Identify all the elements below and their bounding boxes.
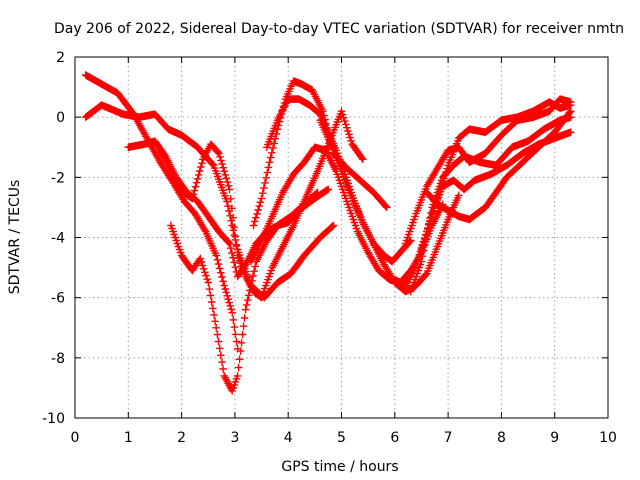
x-tick-label: 9 xyxy=(550,430,559,446)
x-tick-label: 2 xyxy=(177,430,186,446)
tick-labels: 0 1 2 3 4 5 6 7 8 9 10 2 0 -2 -4 -6 -8 -10 xyxy=(42,50,617,446)
series-14 xyxy=(401,95,575,248)
y-tick-label: -6 xyxy=(51,291,65,307)
y-tick-label: -4 xyxy=(51,231,65,247)
plot-frame xyxy=(74,56,609,419)
y-tick-label: -8 xyxy=(51,351,65,367)
series-markers xyxy=(401,95,575,248)
x-tick-label: 7 xyxy=(444,430,453,446)
y-tick-label: -10 xyxy=(42,411,65,427)
x-tick-label: 0 xyxy=(71,430,80,446)
x-tick-label: 4 xyxy=(284,430,293,446)
x-tick-label: 10 xyxy=(599,430,617,446)
y-tick-label: 0 xyxy=(56,110,65,126)
series-5 xyxy=(153,107,367,302)
y-tick-label: 2 xyxy=(56,50,65,66)
series-markers xyxy=(153,107,367,302)
x-axis-label: GPS time / hours xyxy=(281,459,398,475)
chart-title: Day 206 of 2022, Sidereal Day-to-day VTE… xyxy=(54,21,624,37)
y-tick-label: -2 xyxy=(51,170,65,186)
y-axis-label: SDTVAR / TECUs xyxy=(7,180,23,295)
x-tick-label: 8 xyxy=(497,430,506,446)
x-tick-label: 6 xyxy=(390,430,399,446)
data-series xyxy=(81,71,575,395)
x-tick-label: 1 xyxy=(124,430,133,446)
ticks xyxy=(74,56,609,419)
x-tick-label: 3 xyxy=(230,430,239,446)
x-tick-label: 5 xyxy=(337,430,346,446)
